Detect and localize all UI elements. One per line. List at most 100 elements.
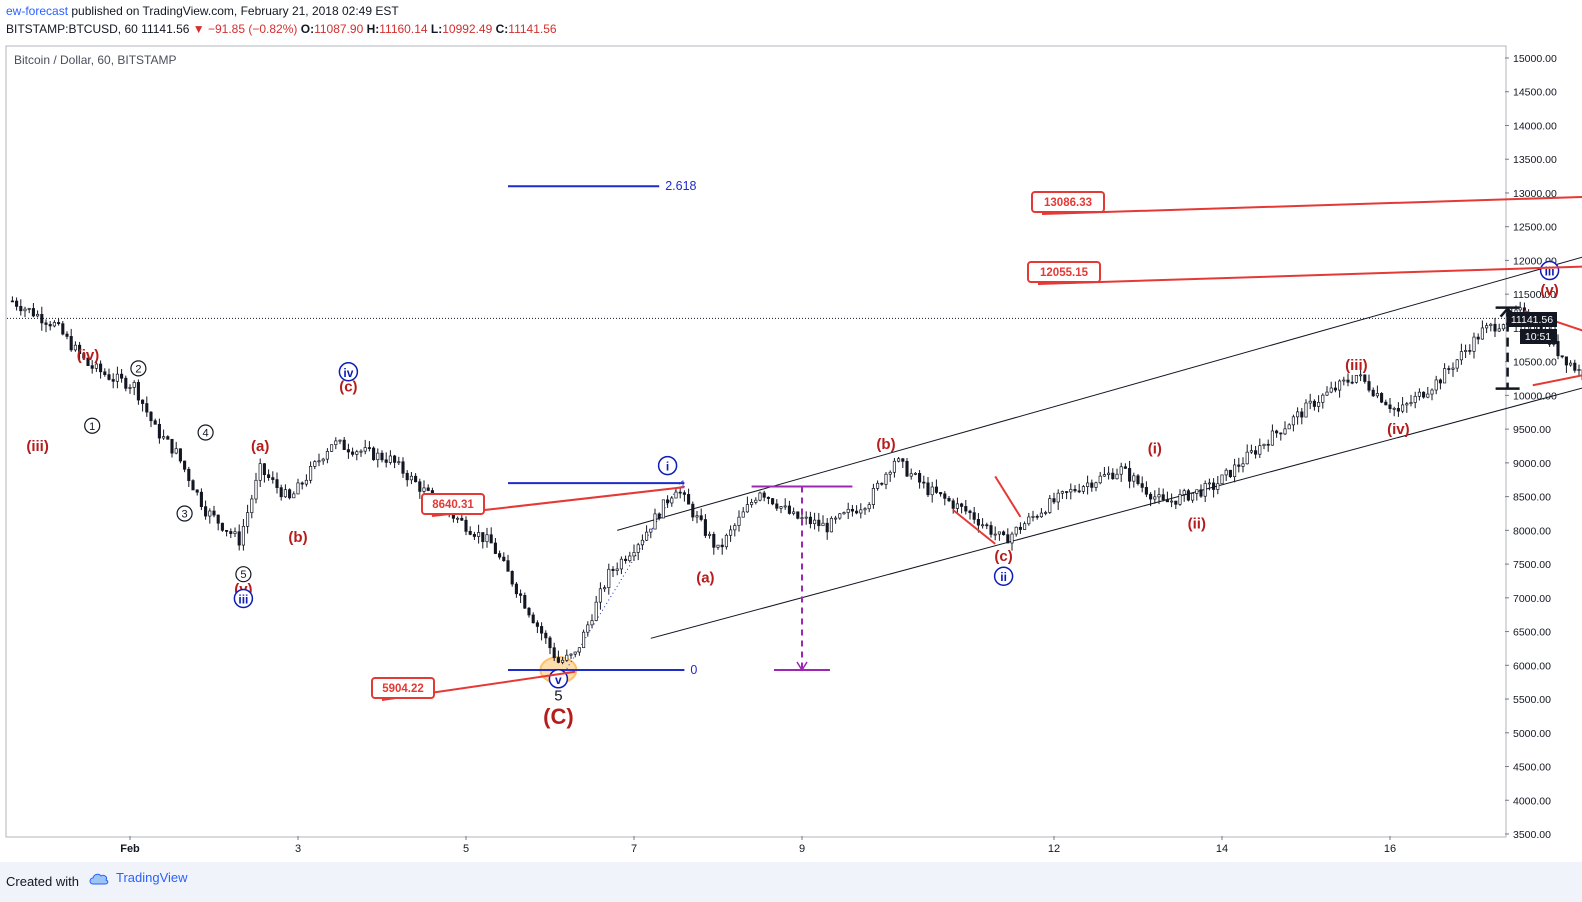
candle-body: [115, 373, 119, 382]
candle-body: [174, 448, 178, 454]
author-link[interactable]: ew-forecast: [6, 4, 69, 18]
candle-body: [355, 451, 359, 455]
price-chart[interactable]: 3500.00 4000.00 4500.00 5000.00 5500.00 6000.…: [0, 42, 1582, 862]
candle-body: [871, 488, 875, 505]
candle-body: [1228, 469, 1232, 478]
callout-box: [371, 677, 435, 699]
candle-body: [993, 533, 997, 536]
candle-body: [36, 314, 40, 317]
wave-label-red: (iv): [77, 347, 100, 364]
price-axis[interactable]: 3500.00 4000.00 4500.00 5000.00 5500.00 6000.…: [1505, 53, 1557, 841]
candle-body: [884, 473, 888, 485]
candle-body: [1241, 463, 1245, 467]
candle-body: [1077, 490, 1081, 493]
candle-body: [888, 471, 892, 475]
candle-body: [162, 436, 166, 439]
candle-body: [225, 530, 229, 532]
candle-body: [288, 489, 292, 499]
candle-body: [1140, 483, 1144, 488]
candle-body: [1132, 475, 1136, 482]
candle-body: [1291, 416, 1295, 426]
candle-body: [1023, 523, 1027, 530]
candle-body: [1392, 408, 1396, 410]
candle-body: [271, 477, 275, 480]
candle-body: [510, 570, 514, 585]
red-trendline: [952, 509, 996, 545]
x-tick-label: 9: [799, 843, 805, 855]
wave-label-blue: iv: [343, 366, 353, 380]
candle-body: [262, 463, 266, 476]
countdown-label: 10:51: [1525, 331, 1551, 343]
candle-body: [376, 452, 380, 461]
candle-body: [489, 534, 493, 544]
callout-pointer: [1037, 265, 1582, 285]
candle-body: [1501, 324, 1505, 330]
candle-body: [1237, 464, 1241, 467]
ohlc-low-key: L:: [430, 22, 443, 36]
time-axis[interactable]: Feb357912141619212326Mar35: [120, 836, 1582, 855]
wave-labels-layer: (iv)(iii)21435(v)iii(a)(b)iv(c)i(a)(b)(c…: [26, 260, 1560, 729]
candle-body: [258, 463, 262, 481]
candle-body: [1464, 350, 1468, 352]
candle-body: [867, 504, 871, 510]
channel-line: [617, 256, 1582, 531]
candle-body: [548, 637, 552, 649]
chart-area[interactable]: 3500.00 4000.00 4500.00 5000.00 5500.00 6000.…: [0, 42, 1582, 862]
candle-body: [1270, 430, 1274, 446]
x-tick-label: 12: [1048, 843, 1060, 855]
candle-body: [422, 487, 426, 492]
candle-body: [275, 479, 279, 488]
plot-frame: [5, 45, 1507, 838]
candle-body: [82, 353, 86, 359]
candle-body: [1312, 400, 1316, 407]
candle-body: [880, 482, 884, 485]
wave-label-black: 5: [240, 569, 246, 581]
wave-label-plain: 5: [554, 688, 562, 705]
candle-body: [481, 532, 485, 543]
candle-body: [544, 632, 548, 639]
candle-body: [1233, 464, 1237, 478]
candle-body: [590, 620, 594, 626]
ohlc-high-key: H:: [366, 22, 380, 36]
candle-body: [1354, 375, 1358, 383]
candle-body: [678, 491, 682, 494]
y-tick-label: 10000.00: [1513, 390, 1557, 402]
candle-body: [317, 460, 321, 463]
candle-body: [418, 481, 422, 492]
wave-circle-black: [197, 424, 214, 441]
x-tick-label: 3: [295, 843, 301, 855]
candle-body: [208, 510, 212, 517]
candle-body: [913, 473, 917, 475]
candle-body: [1191, 493, 1195, 501]
candle-body: [334, 440, 338, 446]
candle-body: [1115, 473, 1119, 480]
candle-body: [65, 333, 69, 337]
candle-body: [1258, 445, 1262, 455]
candle-body: [237, 531, 241, 546]
candle-body: [1098, 475, 1102, 484]
candle-body: [1107, 472, 1111, 475]
last-price: 11141.56: [141, 22, 190, 36]
tradingview-label[interactable]: TradingView: [116, 870, 188, 885]
candle-body: [1375, 393, 1379, 397]
candle-body: [1472, 336, 1476, 352]
wave-label-red: (b): [288, 529, 307, 546]
candle-body: [737, 516, 741, 526]
tradingview-link[interactable]: TradingView: [88, 870, 188, 885]
candle-body: [1577, 369, 1581, 371]
candle-body: [804, 516, 808, 519]
candle-body: [1342, 379, 1346, 382]
candle-body: [464, 519, 468, 532]
wave-label-red-big: (C): [543, 704, 574, 729]
candle-body: [1447, 368, 1451, 370]
candle-body: [1405, 403, 1409, 406]
candle-body: [514, 583, 518, 595]
candle-body: [191, 480, 195, 491]
candle-body: [670, 497, 674, 504]
fib-level-label: 1: [680, 479, 685, 489]
candles-layer: [10, 296, 1582, 665]
candle-body: [1212, 482, 1216, 490]
candle-body: [561, 659, 565, 663]
candle-body: [153, 420, 157, 425]
channel-line: [650, 387, 1582, 639]
